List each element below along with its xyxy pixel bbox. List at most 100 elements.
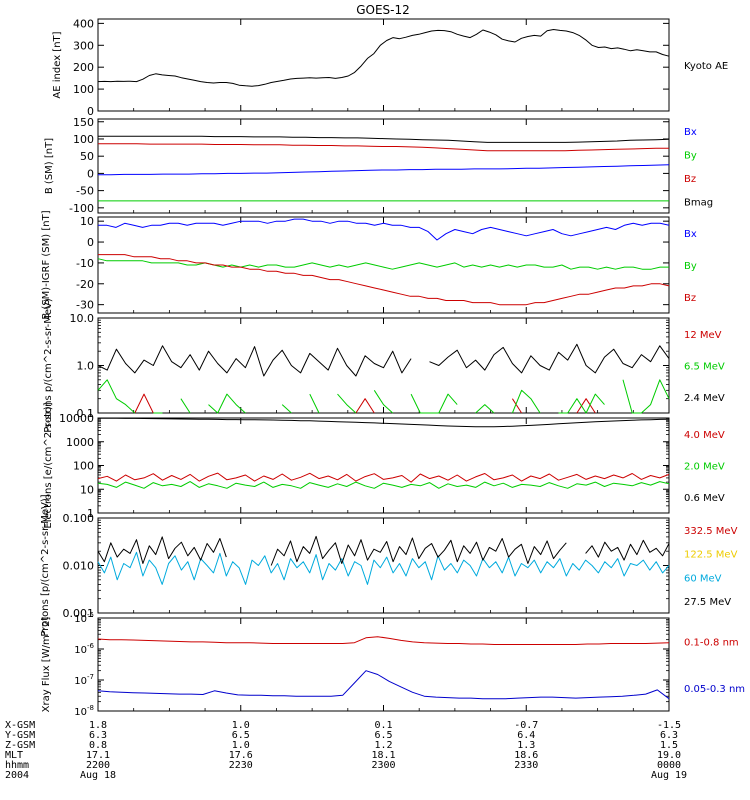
panel-4: 10000 1000 100 10 1 Electrons [e/(cm^2-s-sr)]… — [43, 402, 725, 528]
series-line — [97, 551, 670, 585]
series-line — [97, 417, 670, 428]
panel-frame — [97, 216, 670, 314]
x-axis-row-label: X-GSM — [5, 720, 35, 731]
x-axis-value: 1.5 — [660, 740, 678, 751]
panel-2: 10 0 -10 -20 -30 B (SM)-IGRF (SM) [nT] Bx By Bz — [41, 210, 697, 319]
legend-label: 27.5 MeV — [684, 597, 731, 608]
legend-label: 122.5 MeV — [684, 550, 738, 561]
y-axis-label: Protons [p/(cm^2-s-sr-MeV)] — [40, 494, 51, 636]
x-axis-table: X-GSMY-GSMZ-GSMMLThhmm20041.86.30.817.12… — [5, 720, 687, 781]
y-tick-label: 200 — [73, 61, 94, 74]
series-line — [98, 254, 670, 306]
y-tick-label: 0 — [87, 236, 94, 249]
series-line — [98, 218, 670, 241]
series-line — [97, 472, 670, 483]
x-axis-row-label: MLT — [5, 750, 23, 761]
x-axis-value: 1.0 — [232, 720, 250, 731]
x-axis-row-label: 2004 — [5, 770, 29, 781]
x-axis-value: Aug 18 — [80, 770, 116, 781]
y-tick-label: 10-6 — [74, 642, 94, 656]
legend-label: 332.5 MeV — [684, 526, 738, 537]
x-axis-value: 18.1 — [371, 750, 395, 761]
x-axis-value: 1.0 — [232, 740, 250, 751]
series-line — [97, 379, 670, 414]
y-tick-label: 400 — [73, 17, 94, 30]
y-tick-label: 10 — [80, 483, 94, 496]
panel-5: 0.100 0.010 0.001 Protons [p/(cm^2-s-sr-MeV… — [40, 494, 738, 636]
x-axis-value: 6.3 — [89, 730, 107, 741]
series-line — [97, 535, 670, 566]
legend-label: 2.4 MeV — [684, 393, 725, 404]
x-axis-value: 6.4 — [517, 730, 535, 741]
y-tick-label: 0 — [87, 105, 94, 118]
legend-label: By — [684, 261, 697, 272]
panel-frame — [97, 617, 670, 712]
series-line — [98, 135, 670, 143]
y-tick-label: 50 — [80, 150, 94, 163]
legend-label: 12 MeV — [684, 330, 722, 341]
y-tick-label: -10 — [76, 257, 94, 270]
y-axis-label: Protons p/(cm^2-s-sr-MeV) — [43, 298, 54, 433]
y-tick-label: 1.0 — [77, 360, 95, 373]
x-axis-value: 1.2 — [374, 740, 392, 751]
series-line — [97, 29, 670, 87]
series-line — [97, 670, 670, 700]
x-axis-value: Aug 19 — [651, 770, 687, 781]
series-line — [98, 143, 669, 152]
y-tick-label: 1 — [87, 507, 94, 520]
legend-label: Kyoto AE — [684, 61, 728, 72]
panel-frame — [97, 118, 670, 214]
x-axis-value: 2230 — [229, 760, 253, 771]
x-axis-value: 17.1 — [86, 750, 110, 761]
figure-title: GOES-12 — [356, 3, 410, 17]
panel-6: 10-5 10-6 10-7 10-8 Xray Flux [W/m^2] 0.1-0.8… — [41, 611, 745, 718]
y-tick-label: -50 — [76, 185, 94, 198]
y-tick-label: 0.001 — [63, 607, 95, 620]
y-tick-label: 1000 — [66, 436, 94, 449]
series-line — [98, 164, 670, 176]
series-line — [134, 393, 596, 414]
x-axis-value: -1.5 — [657, 720, 681, 731]
x-axis-value: 1.8 — [89, 720, 107, 731]
x-axis-value: 6.3 — [660, 730, 678, 741]
panel-1: 150 100 50 0 -50 -100 B (SM) [nT] Bx By Bz Bmag — [44, 116, 713, 215]
y-tick-label: 10-5 — [74, 611, 94, 625]
y-tick-label: 10 — [80, 215, 94, 228]
x-axis-value: 6.5 — [374, 730, 392, 741]
y-tick-label: -20 — [76, 278, 94, 291]
y-axis-label: Electrons [e/(cm^2-s-sr)] — [43, 402, 54, 528]
y-axis-label: B (SM) [nT] — [44, 138, 55, 194]
x-axis-row-label: Y-GSM — [5, 730, 35, 741]
panel-0: 0 100 200 300 400 AE index [nT] Kyoto AE — [52, 17, 728, 118]
y-axis-label: B (SM)-IGRF (SM) [nT] — [41, 210, 52, 319]
y-tick-label: 10000 — [59, 412, 94, 425]
y-tick-label: 300 — [73, 39, 94, 52]
x-axis-value: 0.8 — [89, 740, 107, 751]
x-axis-value: 0.1 — [374, 720, 392, 731]
legend-label: 0.1-0.8 nm — [684, 637, 739, 648]
y-tick-label: 0 — [87, 167, 94, 180]
y-tick-label: 0.100 — [63, 512, 95, 525]
series-line — [97, 258, 669, 270]
legend-label: Bx — [684, 127, 697, 138]
legend-label: Bmag — [684, 197, 713, 208]
legend-label: 4.0 MeV — [684, 430, 725, 441]
x-axis-value: 2200 — [86, 760, 110, 771]
x-axis-value: 2300 — [371, 760, 395, 771]
legend-label: 60 MeV — [684, 573, 722, 584]
series-line — [97, 481, 670, 489]
series-line — [97, 636, 670, 645]
y-tick-label: 100 — [73, 83, 94, 96]
x-axis-value: 19.0 — [657, 750, 681, 761]
series-line — [97, 343, 670, 377]
x-axis-row-label: Z-GSM — [5, 740, 35, 751]
legend-label: 0.05-0.3 nm — [684, 684, 745, 695]
legend-label: By — [684, 150, 697, 161]
y-tick-label: 100 — [73, 133, 94, 146]
legend-label: 2.0 MeV — [684, 462, 725, 473]
x-axis-value: 1.3 — [517, 740, 535, 751]
y-axis-label: Xray Flux [W/m^2] — [41, 617, 52, 713]
x-axis-value: -0.7 — [514, 720, 538, 731]
